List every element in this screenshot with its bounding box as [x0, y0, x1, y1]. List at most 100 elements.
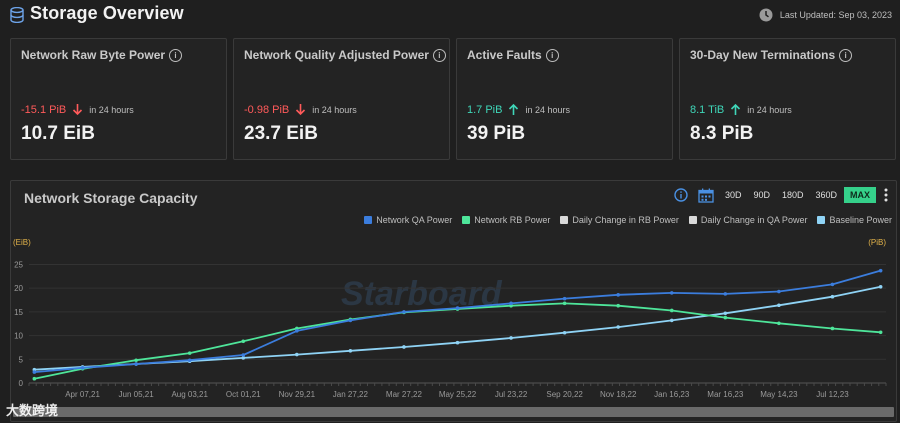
data-point [32, 370, 37, 374]
card-value: 8.3 PiB [690, 123, 754, 144]
range-30d-button[interactable]: 30D [724, 190, 742, 200]
card-active-faults: Active Faults i 1.7 PiB in 24 hours 39 Pi… [456, 38, 673, 160]
range-360d-button[interactable]: 360D [815, 190, 837, 200]
card-delta: 8.1 TiB in 24 hours [690, 103, 792, 116]
range-max-button[interactable]: MAX [844, 187, 876, 203]
info-circle-icon[interactable] [674, 188, 688, 202]
x-tick-label: Mar 16,23 [707, 390, 744, 399]
legend-item-daily-rb[interactable]: Daily Change in RB Power [560, 215, 679, 225]
data-point [134, 362, 138, 366]
y-axis-unit-right: (PiB) [868, 238, 886, 247]
card-title: Network Raw Byte Power i [21, 48, 183, 62]
card-raw-byte-power: Network Raw Byte Power i -15.1 PiB in 24 … [10, 38, 227, 160]
x-tick-label: May 14,23 [760, 390, 798, 399]
x-tick-label: Jun 05,21 [119, 390, 155, 399]
data-point [509, 336, 513, 340]
x-tick-label: Aug 03,21 [171, 390, 208, 399]
chart-toolbar: 30D 90D 180D 360D MAX [668, 187, 888, 203]
data-point [669, 318, 674, 323]
x-tick-label: Apr 07,21 [65, 390, 100, 399]
data-point [348, 318, 353, 323]
data-point [562, 301, 567, 306]
y-tick-label: 25 [14, 260, 23, 269]
x-tick-label: Jan 27,22 [333, 390, 369, 399]
data-point [616, 303, 620, 308]
card-delta: -15.1 PiB in 24 hours [21, 103, 134, 116]
page-header: Storage Overview Last Updated: Sep 03, 2… [0, 0, 900, 30]
info-icon[interactable]: i [545, 49, 559, 62]
legend-item-rb-power[interactable]: Network RB Power [462, 215, 550, 225]
data-point [777, 289, 781, 294]
x-tick-label: Jul 12,23 [816, 390, 849, 399]
data-point [878, 284, 883, 289]
data-point [80, 366, 85, 370]
data-point [241, 339, 246, 344]
arrow-up-icon [731, 103, 741, 115]
y-tick-label: 10 [14, 332, 23, 341]
data-point [187, 351, 192, 355]
last-updated: Last Updated: Sep 03, 2023 [759, 8, 892, 22]
x-tick-label: Jul 23,22 [495, 390, 528, 399]
corner-logo: 大数跨境 [6, 403, 59, 418]
delta-value: -15.1 PiB [21, 103, 67, 116]
chart-panel: Network Storage Capacity 30D 90D 180D 36… [10, 180, 897, 422]
data-point [777, 303, 781, 308]
card-delta: -0.98 PiB in 24 hours [244, 103, 357, 116]
data-point [830, 282, 835, 287]
data-point [187, 358, 192, 363]
data-point [669, 308, 674, 313]
delta-period: in 24 hours [89, 104, 134, 115]
line-chart[interactable]: 0 5 10 15 20 25 Apr 07,21 Jun 05,21 Aug 03,21 Oct… [11, 247, 896, 405]
data-point [777, 321, 781, 326]
x-tick-label: Mar 27,22 [386, 390, 423, 399]
data-point [295, 329, 299, 333]
data-point [878, 330, 883, 335]
delta-value: -0.98 PiB [244, 103, 290, 116]
range-90d-button[interactable]: 90D [753, 190, 770, 200]
info-icon[interactable]: i [169, 49, 183, 62]
chart-title: Network Storage Capacity [24, 190, 198, 206]
chart-scrollbar[interactable] [13, 407, 894, 417]
info-icon[interactable]: i [432, 49, 446, 62]
card-quality-adjusted-power: Network Quality Adjusted Power i -0.98 Pi… [233, 38, 450, 160]
data-point [455, 306, 460, 310]
data-point [402, 310, 406, 314]
y-axis-unit-left: (EiB) [13, 238, 31, 247]
clock-icon [759, 8, 773, 22]
y-tick-label: 5 [19, 355, 24, 364]
data-point [830, 326, 835, 331]
x-tick-label: Nov 29,21 [279, 390, 316, 399]
delta-period: in 24 hours [525, 104, 570, 115]
card-new-terminations: 30-Day New Terminations i 8.1 TiB in 24 h… [679, 38, 896, 160]
calendar-icon[interactable] [698, 188, 714, 203]
x-tick-label: Sep 20,22 [546, 390, 583, 399]
card-title: Active Faults i [467, 48, 559, 62]
database-icon [10, 7, 24, 23]
delta-period: in 24 hours [747, 104, 792, 115]
data-point [562, 296, 567, 301]
card-title: 30-Day New Terminations i [690, 48, 853, 62]
legend-item-qa-power[interactable]: Network QA Power [364, 215, 452, 225]
data-point [241, 356, 246, 360]
data-point [134, 358, 138, 363]
page-title: Storage Overview [30, 3, 184, 23]
data-point [669, 291, 674, 295]
data-point [348, 348, 353, 353]
data-point [402, 345, 406, 349]
x-tick-label: Jan 16,23 [654, 390, 690, 399]
data-point [723, 311, 728, 316]
arrow-down-icon [73, 104, 83, 116]
delta-value: 1.7 PiB [467, 103, 503, 116]
info-icon[interactable]: i [839, 49, 853, 62]
data-point [241, 353, 246, 357]
y-tick-label: 15 [14, 308, 23, 317]
arrow-down-icon [296, 104, 306, 116]
card-delta: 1.7 PiB in 24 hours [467, 103, 570, 116]
legend-item-baseline[interactable]: Baseline Power [817, 215, 892, 225]
more-options-icon[interactable] [884, 188, 888, 202]
delta-value: 8.1 TiB [690, 103, 725, 116]
legend-item-daily-qa[interactable]: Daily Change in QA Power [688, 215, 807, 225]
x-tick-label: May 25,22 [439, 390, 477, 399]
range-180d-button[interactable]: 180D [781, 190, 804, 200]
card-value: 39 PiB [467, 123, 526, 144]
